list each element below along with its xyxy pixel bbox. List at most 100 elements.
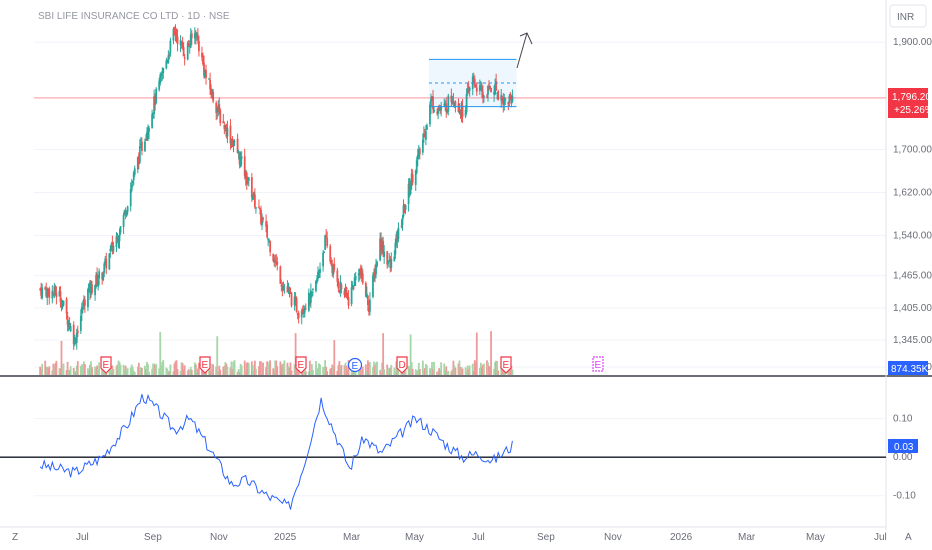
earnings-marker[interactable]: E (295, 356, 307, 374)
volume-bar (331, 364, 334, 375)
candle-body (287, 289, 290, 293)
candle-body (452, 100, 455, 105)
volume-bar (59, 368, 62, 375)
volume-bar (111, 365, 114, 375)
volume-bar (219, 369, 222, 375)
candle-body (454, 101, 457, 106)
volume-bar (431, 362, 433, 375)
candle-body (122, 214, 125, 227)
earnings-marker[interactable]: E (500, 356, 512, 374)
candle-body (386, 251, 389, 265)
volume-bar (90, 361, 92, 375)
volume-bar (216, 336, 219, 375)
candle-body (176, 36, 179, 44)
volume-bar (44, 360, 47, 375)
candle-body (502, 97, 505, 106)
candle-body (140, 141, 143, 151)
volume-bar (237, 369, 240, 375)
candle-body (343, 290, 346, 296)
candle-body (52, 293, 55, 295)
volume-bar (110, 371, 113, 375)
candle-body (459, 112, 462, 115)
candle-body (376, 261, 378, 267)
candle-body (402, 205, 405, 217)
candle-body (211, 90, 214, 95)
candle-body (511, 95, 514, 102)
volume-bar (350, 367, 353, 375)
candle-body (55, 292, 58, 298)
earnings-marker[interactable]: D (396, 356, 408, 374)
earnings-marker[interactable]: E (100, 356, 112, 374)
candle-body (83, 299, 86, 306)
oscillator-value-badge (888, 439, 918, 453)
volume-bar (161, 361, 164, 375)
candle-body (440, 106, 443, 111)
candle-body (124, 211, 127, 216)
volume-bar (430, 368, 432, 375)
volume-bar (478, 367, 481, 375)
volume-bar (222, 366, 225, 375)
candle-body (503, 98, 506, 105)
volume-bar (262, 362, 264, 375)
candle-body (390, 259, 393, 269)
candle-body (486, 96, 488, 98)
time-tick-label: May (806, 532, 825, 543)
candle-body (203, 62, 205, 76)
candle-body (510, 97, 513, 104)
volume-bar (387, 369, 390, 375)
volume-bar (439, 370, 442, 375)
volume-bar (360, 370, 363, 375)
volume-bar (452, 360, 455, 375)
earnings-marker-label: E (503, 360, 510, 371)
time-tick-label: Jul (472, 532, 485, 543)
volume-bar (345, 365, 348, 375)
candle-body (408, 181, 411, 192)
volume-bar (451, 369, 454, 375)
candle-body (301, 309, 304, 312)
candle-body (347, 297, 350, 306)
candle-body (152, 112, 154, 115)
candle-body (482, 92, 484, 98)
volume-bar (490, 331, 492, 375)
volume-bar (153, 363, 156, 375)
candle-body (98, 271, 101, 279)
dividend-marker-label: E (352, 361, 359, 372)
candle-body (400, 225, 403, 227)
candle-body (173, 28, 176, 30)
candle-body (222, 121, 225, 124)
volume-bar (375, 362, 377, 375)
candle-body (76, 330, 79, 334)
candle-body (409, 184, 412, 195)
candle-body (446, 111, 449, 113)
candle-body (225, 124, 228, 137)
volume-bar (411, 368, 414, 375)
volume-bar (259, 361, 261, 375)
oscillator-value-label: 0.03 (894, 442, 914, 453)
earnings-marker[interactable]: E (199, 356, 211, 374)
volume-bar (364, 364, 367, 375)
volume-bar (511, 369, 514, 375)
volume-bar (205, 371, 207, 375)
future-earnings-marker[interactable]: E (592, 356, 604, 372)
candle-body (262, 217, 264, 220)
grid (0, 0, 932, 530)
volume-bar (415, 371, 418, 375)
candle-body (212, 91, 215, 102)
candle-body (509, 93, 512, 98)
candle-body (72, 324, 75, 345)
candle-body (269, 241, 272, 253)
time-axis: Z Jul Sep Nov 2025 Mar May Jul Sep Nov 2026 Mar May J… (0, 526, 912, 543)
currency-button[interactable] (889, 4, 927, 28)
candle-body (146, 131, 148, 138)
candle-body (273, 258, 276, 263)
volume-bar (68, 370, 71, 375)
candle-body (219, 109, 222, 124)
volume-bar (467, 368, 470, 375)
dividend-marker[interactable]: E (347, 357, 363, 373)
volume-bar (510, 365, 513, 375)
candle-body (40, 287, 43, 296)
candle-body (118, 234, 121, 242)
candle-body (289, 293, 292, 295)
volume-bar (140, 367, 143, 375)
